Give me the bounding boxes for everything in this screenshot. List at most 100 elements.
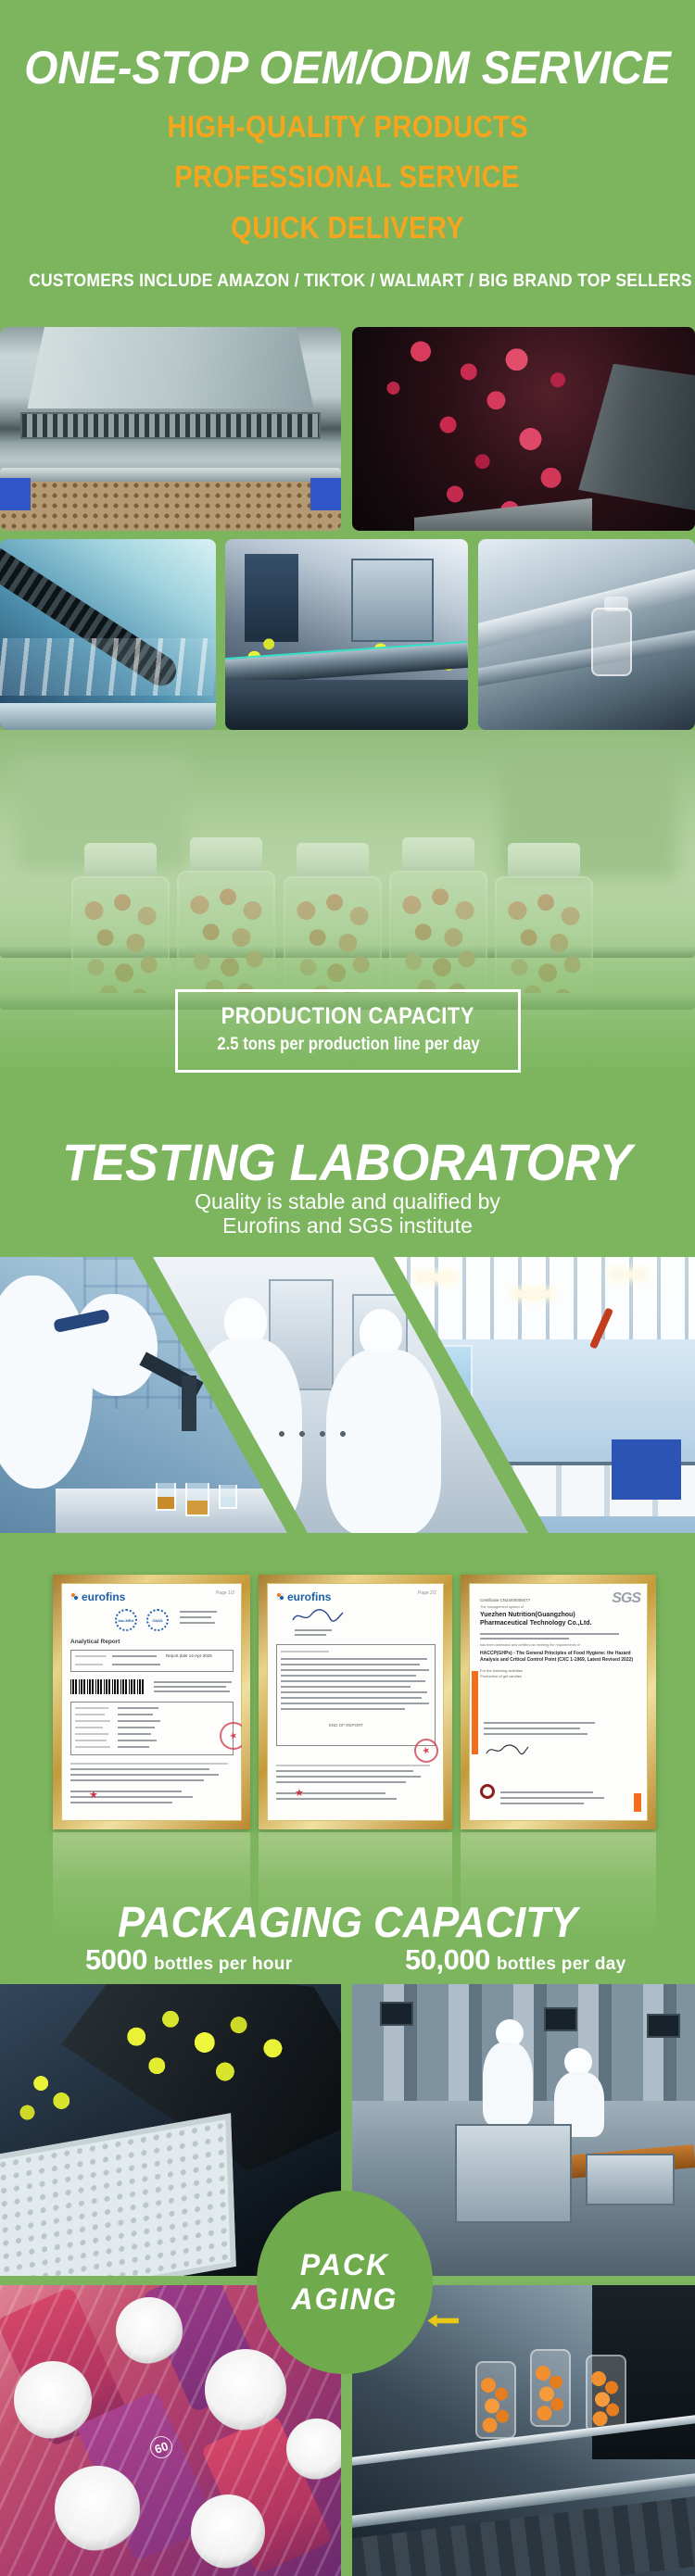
stat-label: bottles per day	[496, 1954, 626, 1974]
capping-machine-photo	[478, 539, 695, 730]
packaging-badge: PACK AGING	[257, 2191, 433, 2374]
production-capacity-photo	[0, 730, 695, 1100]
customers-line-text: CUSTOMERS INCLUDE AMAZON / TIKTOK / WALM…	[29, 271, 692, 291]
line-base	[225, 680, 468, 730]
standard-line1: HACCP(GHPs) - The General Principles of …	[480, 1651, 631, 1656]
lab-ceiling	[394, 1257, 695, 1340]
cnas-stamp: CNAS	[146, 1609, 169, 1631]
ilac-mra-stamp: ilac-MRA	[115, 1609, 137, 1631]
beaker	[185, 1483, 209, 1516]
filling-line-photo	[225, 539, 468, 730]
arrow-sign	[427, 2314, 460, 2328]
certificate-paper: eurofins Page 2/2 END OF REPORT	[267, 1583, 444, 1821]
white-lid	[286, 2419, 341, 2481]
steel-tray	[271, 1424, 352, 1444]
badge-line2: AGING	[291, 2282, 398, 2316]
hero-benefit-3-text: QUICK DELIVERY	[231, 210, 464, 245]
glass-jars-line-photo	[0, 539, 216, 730]
certificate-number: Certificate CN24/00008477	[480, 1598, 531, 1602]
page-title: ONE-STOP OEM/ODM SERVICE	[0, 41, 695, 94]
white-lid	[204, 2349, 286, 2431]
production-capacity-title: PRODUCTION CAPACITY	[178, 1003, 518, 1030]
conveyor-deck	[0, 703, 216, 730]
orange-gummy-bottle	[530, 2349, 572, 2428]
worker-head	[564, 2048, 593, 2077]
pink-jars-photo: 60	[0, 2285, 341, 2576]
page-title-text: ONE-STOP OEM/ODM SERVICE	[24, 42, 671, 94]
analytical-report-label: Analytical Report	[70, 1639, 120, 1645]
hero-benefit-1: HIGH-QUALITY PRODUCTS	[0, 109, 695, 145]
worker-head	[496, 2018, 524, 2047]
packaging-hall-photo	[352, 1984, 695, 2276]
machine-pin-row	[20, 412, 321, 439]
ceiling-light	[514, 1289, 551, 1298]
sample-table	[70, 1702, 234, 1755]
white-lid	[191, 2494, 266, 2570]
company-name-line1: Yuezhen Nutrition(Guangzhou)	[480, 1612, 575, 1618]
signature	[486, 1744, 529, 1755]
report-date: Report date 14-Apr-2025	[166, 1653, 212, 1658]
assessed-line: has been assessed and certified as meeti…	[480, 1643, 580, 1647]
scientist-hood	[74, 1294, 158, 1396]
signature	[292, 1609, 344, 1622]
certificate-reflection	[259, 1832, 452, 1939]
mold-tray-belt	[0, 482, 341, 531]
orange-accent-bar	[472, 1671, 478, 1754]
bottle-neck	[603, 596, 628, 611]
worker-head	[224, 1298, 267, 1346]
packaging-capacity-title-text: PACKAGING CAPACITY	[117, 1898, 578, 1946]
clear-liquid	[221, 1497, 235, 1507]
testing-laboratory-title-text: TESTING LABORATORY	[62, 1133, 633, 1191]
machine-rail	[0, 467, 341, 483]
worker-head	[360, 1309, 402, 1357]
stat-label: bottles per hour	[153, 1954, 293, 1974]
eurofins-certificate-2: eurofins Page 2/2 END OF REPORT	[259, 1575, 452, 1829]
worker-suit	[482, 2042, 533, 2126]
ceiling-light	[612, 1270, 645, 1278]
activities-label: For the following activities	[480, 1668, 523, 1673]
beaker	[156, 1483, 176, 1511]
conveyor-hopper	[585, 2153, 675, 2206]
standard-line2: Analysis and Critical Control Point (CXC…	[480, 1657, 634, 1663]
white-lid	[54, 2465, 140, 2551]
badge-line1: PACK	[299, 2248, 390, 2281]
customers-line: CUSTOMERS INCLUDE AMAZON / TIKTOK / WALM…	[0, 271, 695, 292]
beaker	[219, 1485, 237, 1509]
certificate-reflection	[53, 1832, 250, 1939]
production-capacity-value-text: 2.5 tons per production line per day	[216, 1035, 480, 1054]
production-capacity-title-text: PRODUCTION CAPACITY	[221, 1003, 475, 1029]
testing-laboratory-title: TESTING LABORATORY	[0, 1132, 695, 1192]
barcode	[70, 1679, 145, 1694]
production-capacity-box: PRODUCTION CAPACITY 2.5 tons per product…	[175, 989, 521, 1073]
eurofins-logo: eurofins	[276, 1590, 331, 1603]
monitor-screen	[647, 2013, 681, 2038]
production-capacity-value: 2.5 tons per production line per day	[178, 1035, 518, 1055]
monitor-screen	[379, 2001, 413, 2026]
amber-liquid	[158, 1497, 174, 1509]
report-info-table: Report date 14-Apr-2025	[70, 1650, 234, 1672]
orange-corner-mark	[634, 1793, 641, 1812]
conveyor-belt	[352, 2494, 695, 2576]
certificate-reflection	[461, 1832, 656, 1939]
page-tag: Page 1/2	[215, 1590, 234, 1596]
hero-benefit-1-text: HIGH-QUALITY PRODUCTS	[167, 109, 528, 144]
activities-value: Production of gel candies	[480, 1674, 522, 1678]
management-system-line: The management system of	[480, 1605, 524, 1609]
belt-guide-left	[0, 477, 32, 510]
certificate-paper: eurofins Page 1/2 ilac-MRA CNAS Analytic…	[61, 1583, 242, 1821]
round-seal	[480, 1784, 495, 1799]
yellow-gummies-hopper-photo	[0, 1984, 341, 2276]
stat-bottles-per-hour: 5000 bottles per hour	[85, 1943, 292, 1977]
certificate-paper: SGS Certificate CN24/00008477 The manage…	[469, 1583, 648, 1821]
end-of-report-line: END OF REPORT	[329, 1723, 363, 1728]
monitor-screen	[544, 2007, 578, 2032]
orange-gummy-bottle	[585, 2355, 626, 2433]
stat-bottles-per-day: 50,000 bottles per day	[405, 1943, 626, 1977]
eurofins-logo: eurofins	[70, 1590, 125, 1603]
red-star-stamp: ★	[89, 1790, 98, 1801]
red-star-stamp: ★	[295, 1788, 304, 1799]
orange-gummy-bottle	[475, 2360, 517, 2439]
hero-benefit-2: PROFESSIONAL SERVICE	[0, 159, 695, 195]
hero-benefit-3: QUICK DELIVERY	[0, 210, 695, 245]
